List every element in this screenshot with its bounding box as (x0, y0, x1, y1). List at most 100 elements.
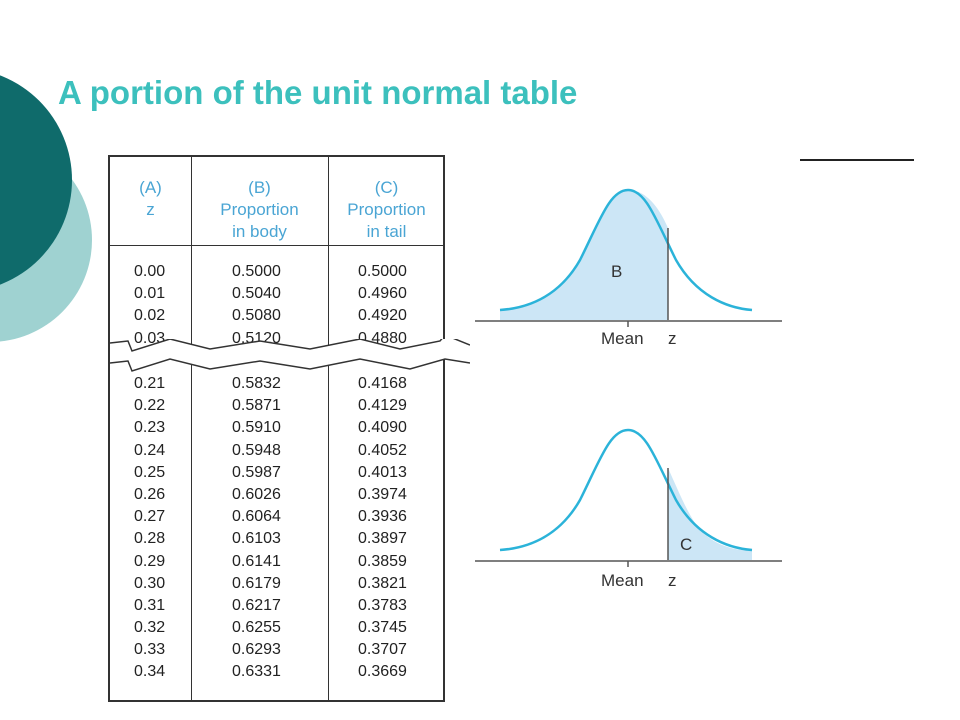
tail-value: 0.4129 (358, 397, 407, 415)
z-value: 0.00 (134, 263, 166, 280)
table-row: 0.22 0.5871 0.4129 (110, 395, 445, 417)
body-shaded-region (500, 190, 668, 320)
body-value: 0.5871 (232, 397, 281, 415)
tail-value: 0.3974 (358, 485, 407, 503)
header-z: (A) z (110, 177, 191, 221)
deco-circle-dark (0, 75, 72, 285)
z-label: z (668, 571, 677, 590)
table-row: 0.24 0.5948 0.4052 (110, 440, 445, 462)
header-tail: (C) Proportion in tail (328, 177, 445, 243)
z-value: 0.02 (134, 307, 166, 325)
z-value: 0.22 (134, 397, 166, 415)
body-value: 0.5040 (232, 285, 281, 303)
table-row: 0.30 0.6179 0.3821 (110, 573, 445, 595)
tail-value: 0.3859 (358, 552, 407, 570)
z-value: 0.23 (134, 419, 166, 437)
body-value: 0.5910 (232, 419, 281, 437)
slide-title: A portion of the unit normal table (58, 74, 578, 111)
body-value: 0.5000 (232, 263, 281, 280)
table-row: 0.33 0.6293 0.3707 (110, 639, 445, 661)
mean-label: Mean (601, 571, 644, 590)
z-value: 0.27 (134, 508, 166, 526)
body-value: 0.6293 (232, 641, 281, 659)
body-value: 0.6064 (232, 508, 281, 526)
column-divider (191, 157, 192, 700)
z-value: 0.31 (134, 596, 166, 614)
table-row: 0.32 0.6255 0.3745 (110, 617, 445, 639)
mean-label: Mean (601, 329, 644, 348)
unit-normal-table: (A) z (B) Proportion in body (C) Proport… (108, 155, 470, 702)
table-rows-bottom: 0.21 0.5832 0.4168 0.22 0.5871 0.4129 0.23 0.… (110, 373, 445, 684)
tail-value: 0.4920 (358, 307, 407, 325)
z-value: 0.34 (134, 663, 166, 681)
region-label-b: B (611, 262, 623, 281)
body-value: 0.6217 (232, 596, 281, 614)
z-value: 0.24 (134, 441, 166, 459)
body-value: 0.6141 (232, 552, 281, 570)
table-row: 0.29 0.6141 0.3859 (110, 551, 445, 573)
z-label: z (668, 329, 677, 348)
column-divider (328, 157, 329, 700)
normal-curve (499, 428, 753, 552)
normal-curve-body-diagram (475, 188, 782, 327)
body-value: 0.5948 (232, 441, 281, 459)
body-value: 0.6255 (232, 619, 281, 637)
region-label-c: C (680, 535, 693, 554)
body-value: 0.5987 (232, 463, 281, 481)
tail-value: 0.3745 (358, 619, 407, 637)
body-value: 0.5080 (232, 307, 281, 325)
body-value: 0.6179 (232, 574, 281, 592)
table-row: 0.26 0.6026 0.3974 (110, 484, 445, 506)
z-value: 0.30 (134, 574, 166, 592)
tail-value: 0.3897 (358, 530, 407, 548)
table-row: 0.34 0.6331 0.3669 (110, 661, 445, 683)
header-line: (A) (139, 178, 162, 197)
table-break-mark (110, 339, 470, 372)
header-line: (B) (248, 178, 271, 197)
table-row: 0.00 0.5000 0.5000 (110, 261, 445, 283)
table-rows-top: 0.00 0.5000 0.5000 0.01 0.5040 0.4960 0.02 0.… (110, 261, 445, 350)
header-line: in tail (366, 222, 407, 241)
tail-value: 0.4168 (358, 375, 407, 392)
top-rule (800, 159, 914, 161)
z-value: 0.29 (134, 552, 166, 570)
body-value: 0.6103 (232, 530, 281, 548)
tail-value: 0.3669 (358, 663, 407, 681)
body-value: 0.6026 (232, 485, 281, 503)
table-row: 0.21 0.5832 0.4168 (110, 373, 445, 395)
table-row: 0.28 0.6103 0.3897 (110, 528, 445, 550)
table-row: 0.23 0.5910 0.4090 (110, 417, 445, 439)
body-value: 0.6331 (232, 663, 281, 681)
z-value: 0.26 (134, 485, 166, 503)
header-body: (B) Proportion in body (191, 177, 328, 243)
header-line: in body (232, 222, 287, 241)
tail-value: 0.4960 (358, 285, 407, 303)
table-row: 0.02 0.5080 0.4920 (110, 305, 445, 327)
table-row: 0.27 0.6064 0.3936 (110, 506, 445, 528)
tail-value: 0.4090 (358, 419, 407, 437)
z-value: 0.01 (134, 285, 166, 303)
tail-shaded-region (668, 468, 752, 560)
table-row: 0.31 0.6217 0.3783 (110, 595, 445, 617)
tail-value: 0.3936 (358, 508, 407, 526)
z-value: 0.28 (134, 530, 166, 548)
tail-value: 0.3707 (358, 641, 407, 659)
header-line: Proportion (220, 200, 299, 219)
tail-value: 0.3821 (358, 574, 407, 592)
tail-value: 0.5000 (358, 263, 407, 280)
table-row: 0.01 0.5040 0.4960 (110, 283, 445, 305)
z-value: 0.32 (134, 619, 166, 637)
header-line: Proportion (347, 200, 426, 219)
header-line: (C) (374, 178, 399, 197)
tail-value: 0.4013 (358, 463, 407, 481)
z-value: 0.25 (134, 463, 166, 481)
body-value: 0.5832 (232, 375, 281, 392)
header-divider (110, 245, 443, 246)
tail-value: 0.4052 (358, 441, 407, 459)
z-value: 0.33 (134, 641, 166, 659)
normal-curve-tail-diagram (475, 428, 782, 567)
tail-value: 0.3783 (358, 596, 407, 614)
header-line: z (146, 200, 155, 219)
normal-curve (499, 188, 753, 312)
